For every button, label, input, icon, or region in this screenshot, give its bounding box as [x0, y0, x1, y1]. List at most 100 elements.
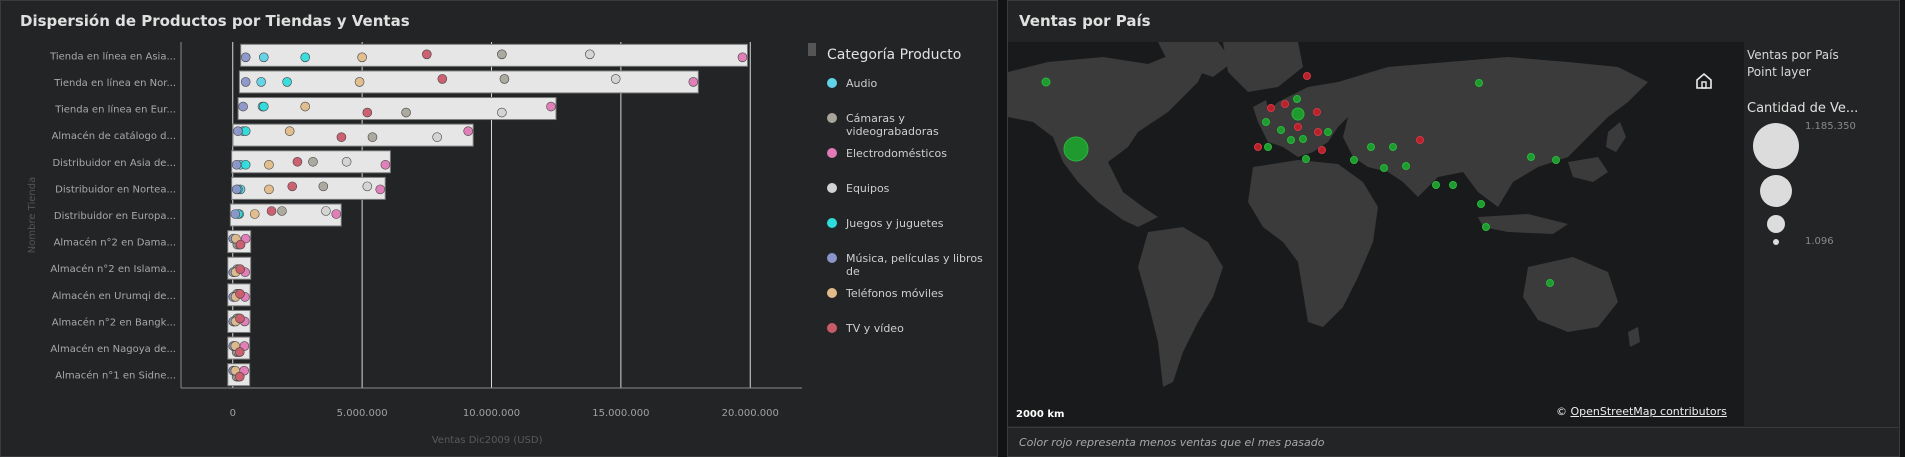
- data-point: [234, 347, 245, 357]
- x-tick-label: 5.000.000: [337, 408, 388, 419]
- data-point: [499, 74, 510, 84]
- data-point: [292, 156, 303, 167]
- legend-item[interactable]: Teléfonos móviles: [805, 287, 995, 322]
- data-point: [266, 206, 277, 216]
- x-tick-label: 20.000.000: [722, 408, 779, 419]
- data-point: [231, 159, 242, 170]
- data-point: [235, 313, 245, 324]
- legend-item[interactable]: Juegos y juguetes: [805, 217, 995, 252]
- legend-swatch: [827, 288, 837, 298]
- map-point: [1546, 279, 1554, 287]
- y-tick-label: Distribuidor en Nortea...: [55, 184, 176, 195]
- map-point: [1416, 136, 1424, 144]
- y-tick-label: Tienda en línea en Nor...: [53, 77, 176, 89]
- legend-label: Cámaras y videograbadoras: [846, 112, 939, 138]
- map-point: [1482, 223, 1490, 231]
- map-point: [1291, 107, 1305, 121]
- y-tick-label: Tienda en línea en Eur...: [54, 104, 176, 116]
- map-home-button[interactable]: [1693, 70, 1715, 92]
- legend-item[interactable]: Audio: [805, 77, 995, 112]
- y-tick-label: Almacén n°1 en Sidne...: [55, 370, 176, 382]
- data-point: [264, 184, 274, 195]
- size-legend-title: Cantidad de Ve...: [1747, 101, 1859, 116]
- size-max-label: 1.185.350: [1805, 121, 1856, 132]
- map-legend-title: Ventas por País Point layer: [1747, 47, 1839, 81]
- map-point: [1367, 143, 1375, 151]
- legend-swatch: [827, 253, 837, 263]
- y-tick-label: Almacén n°2 en Bangk...: [52, 316, 176, 328]
- data-point: [308, 156, 318, 167]
- map-point: [1313, 108, 1321, 116]
- range-band: [238, 70, 699, 94]
- size-circle-small: [1767, 215, 1785, 233]
- data-point: [546, 101, 556, 112]
- data-point: [331, 209, 342, 219]
- legend-swatch: [827, 113, 837, 123]
- size-circle-large: [1753, 123, 1799, 169]
- map-point: [1293, 95, 1301, 103]
- data-point: [231, 184, 242, 195]
- data-point: [354, 77, 365, 87]
- data-point: [233, 126, 243, 136]
- map-footnote: Color rojo representa menos ventas que e…: [1019, 436, 1325, 449]
- data-point: [240, 159, 251, 170]
- x-axis-title: Ventas Dic2009 (USD): [432, 435, 543, 446]
- data-point: [240, 77, 251, 87]
- range-band: [240, 43, 748, 67]
- legend-swatch: [827, 323, 837, 333]
- map-point: [1281, 100, 1289, 108]
- legend-item[interactable]: Música, películas y libros de: [805, 252, 995, 287]
- legend-label: Música, películas y libros de: [846, 252, 983, 278]
- legend-item[interactable]: Cámaras y videograbadoras: [805, 112, 995, 147]
- land-masses: [1008, 42, 1648, 387]
- data-point: [230, 209, 241, 219]
- map-canvas[interactable]: [1008, 42, 1744, 426]
- map-legend-layer-type: Point layer: [1747, 65, 1811, 79]
- map-point: [1254, 143, 1262, 151]
- copyright-symbol: ©: [1556, 405, 1567, 418]
- map-point: [1318, 146, 1326, 154]
- legend-swatch: [827, 183, 837, 193]
- data-point: [300, 52, 311, 63]
- legend-item[interactable]: Equipos: [805, 182, 995, 217]
- data-point: [367, 132, 378, 142]
- scatter-chart: 0 5.000.000 10.000.000 15.000.000 20.000.000…: [27, 42, 802, 446]
- map-point: [1287, 136, 1295, 144]
- data-point: [463, 126, 474, 136]
- map-point: [1041, 77, 1051, 87]
- map-point: [1324, 128, 1332, 136]
- world-map[interactable]: [1008, 42, 1744, 426]
- data-point: [258, 101, 269, 112]
- legend-label: TV y vídeo: [846, 322, 904, 335]
- map-scale: 2000 km: [1016, 409, 1065, 420]
- data-point: [437, 74, 448, 84]
- data-point: [256, 77, 267, 87]
- data-point: [287, 181, 298, 192]
- legend-item[interactable]: TV y vídeo: [805, 322, 995, 357]
- sales-points: [1041, 72, 1560, 287]
- map-point: [1063, 136, 1089, 162]
- data-point: [240, 52, 251, 63]
- map-point: [1432, 181, 1440, 189]
- data-point: [249, 209, 260, 219]
- size-min-label: 1.096: [1805, 236, 1834, 247]
- legend-title: Categoría Producto: [827, 47, 962, 63]
- map-point: [1475, 79, 1483, 87]
- map-point: [1264, 143, 1272, 151]
- legend-item[interactable]: Electrodomésticos: [805, 147, 995, 182]
- map-point: [1477, 200, 1485, 208]
- panel-title: Ventas por País: [1019, 12, 1151, 30]
- data-point: [737, 52, 748, 63]
- osm-link[interactable]: OpenStreetMap contributors: [1570, 405, 1727, 418]
- map-point: [1314, 128, 1322, 136]
- size-circle-medium: [1760, 175, 1792, 207]
- data-point: [300, 101, 311, 112]
- map-point: [1303, 72, 1311, 80]
- data-point: [238, 101, 248, 112]
- panel-title: Dispersión de Productos por Tiendas y Ve…: [20, 12, 410, 30]
- map-legend-layer-name: Ventas por País: [1747, 48, 1839, 62]
- legend-label: Teléfonos móviles: [846, 287, 944, 300]
- legend-scrollbar[interactable]: [808, 43, 816, 56]
- y-tick-label: Almacén en Urumqi de...: [52, 290, 176, 302]
- legend-label: Equipos: [846, 182, 890, 195]
